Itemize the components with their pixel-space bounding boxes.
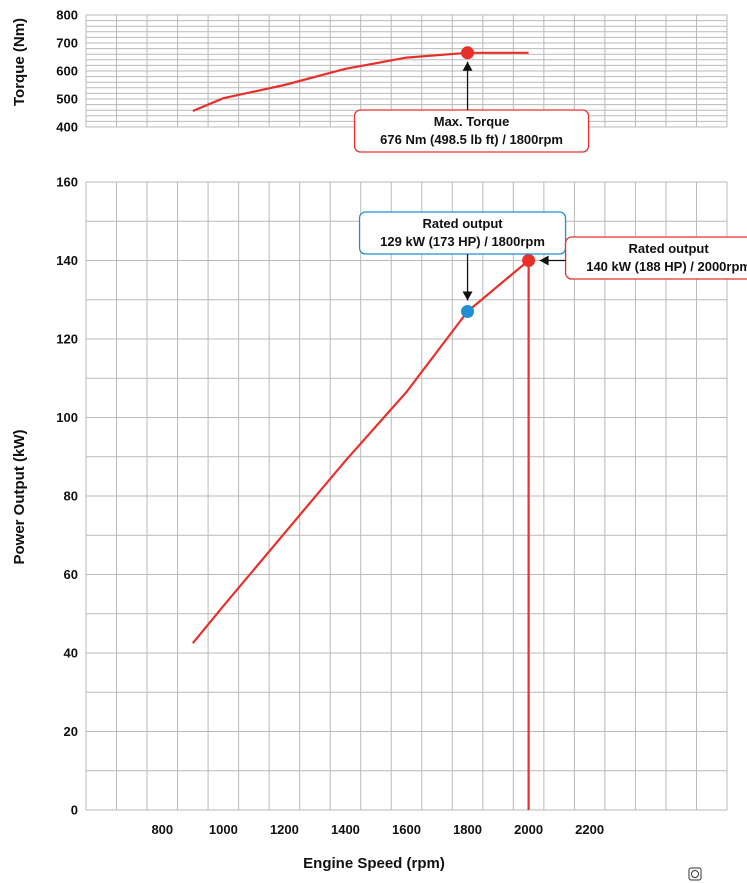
torque-y-tick-label: 600 [56,64,78,79]
power-callout-arrow-head [539,255,549,266]
torque-y-tick-label: 700 [56,36,78,51]
copyright-icon [688,867,702,881]
x-tick-label: 1000 [209,822,238,837]
power-grid [85,181,728,811]
power-marker [522,254,536,267]
power-callout-text: Rated output [629,241,710,256]
torque-y-axis-label: Torque (Nm) [11,18,28,106]
power-callout: Rated output 129 kW (173 HP) / 1800rpm [358,211,567,301]
power-callout-box [564,236,747,280]
torque-callout-arrow-head [462,61,473,71]
power-callout-box [358,211,567,255]
annotations: Max. Torque 676 Nm (498.5 lb ft) / 1800rp… [353,61,747,301]
power-y-tick-label: 20 [64,724,78,739]
torque-callout: Max. Torque 676 Nm (498.5 lb ft) / 1800rp… [353,61,590,153]
power-y-tick-label: 0 [71,803,78,818]
torque-series [192,46,529,113]
power-marker [461,305,475,319]
x-tick-label: 1400 [331,822,360,837]
torque-callout-text: Max. Torque [434,114,510,129]
power-callout-text: 140 kW (188 HP) / 2000rpm [586,259,747,274]
x-tick-label: 2200 [575,822,604,837]
x-tick-label: 800 [151,822,173,837]
torque-marker [461,46,475,60]
power-series [191,254,536,810]
torque-y-tick-label: 400 [56,120,78,135]
power-series-line [191,259,530,810]
x-tick-label: 1600 [392,822,421,837]
torque-y-tick-label: 800 [56,8,78,23]
torque-y-tick-label: 500 [56,92,78,107]
x-tick-label: 1200 [270,822,299,837]
power-y-ticks: 0 20 40 60 80 100 120 140 160 [56,175,78,818]
power-y-tick-label: 60 [64,567,78,582]
x-tick-label: 1800 [453,822,482,837]
power-y-tick-label: 160 [56,175,78,190]
x-tick-label: 2000 [514,822,543,837]
power-callout-arrow-head [462,291,473,301]
power-y-axis-label: Power Output (kW) [11,430,28,565]
power-callout-text: Rated output [422,216,503,231]
torque-callout-text: 676 Nm (498.5 lb ft) / 1800rpm [380,132,563,147]
torque-callout-box [353,109,590,153]
torque-y-ticks: 400 500 600 700 800 [56,8,78,135]
power-y-tick-label: 80 [64,489,78,504]
power-callout-text: 129 kW (173 HP) / 1800rpm [380,234,545,249]
power-y-tick-label: 140 [56,253,78,268]
x-axis-label: Engine Speed (rpm) [303,855,445,872]
power-callout: Rated output 140 kW (188 HP) / 2000rpm [539,236,747,280]
power-y-tick-label: 120 [56,332,78,347]
power-y-tick-label: 100 [56,410,78,425]
power-y-tick-label: 40 [64,646,78,661]
power-x-ticks: 800 1000 1200 1400 1600 1800 2000 2200 [151,822,604,837]
